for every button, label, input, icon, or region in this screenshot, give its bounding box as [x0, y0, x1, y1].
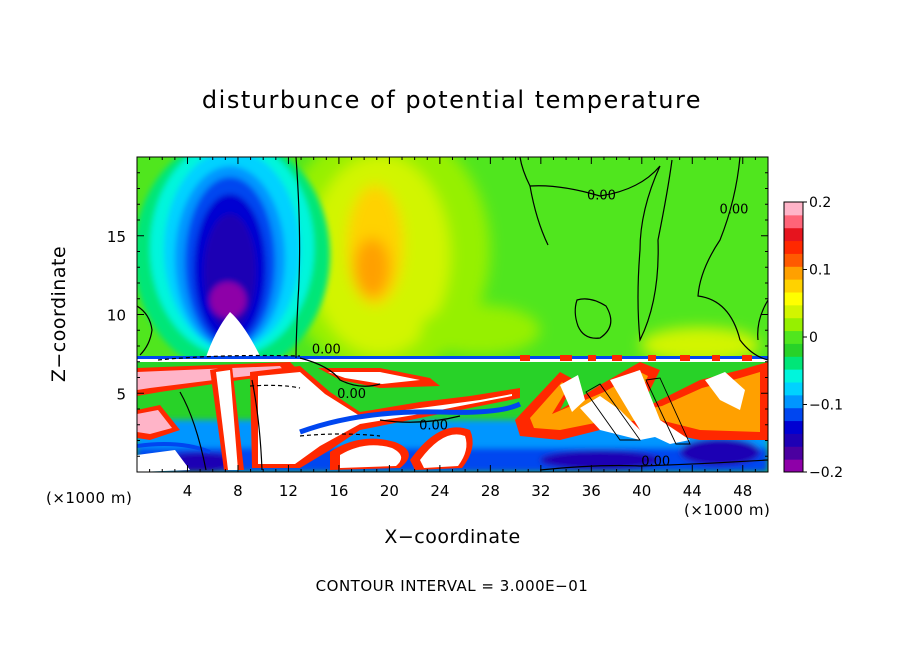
x-tick-label: 20: [380, 482, 399, 500]
colorbar-swatch: [784, 433, 803, 447]
x-unit-left: (×1000 m): [46, 489, 133, 507]
colorbar-swatch: [784, 317, 803, 332]
colorbar-swatch: [784, 202, 803, 216]
colorbar-tick-label: 0.1: [809, 263, 831, 279]
colorbar-tick-label: 0: [809, 330, 818, 346]
colorbar-swatch: [784, 446, 803, 460]
contour-label: 0.00: [337, 387, 366, 402]
x-tick-label: 24: [430, 482, 449, 500]
x-tick-label: 48: [733, 482, 752, 500]
contour-label: 0.00: [312, 343, 341, 358]
colorbar-tick-label: −0.2: [809, 465, 843, 481]
contour-label: 0.00: [719, 203, 748, 218]
colorbar-swatch: [784, 214, 803, 229]
colorbar-tick-label: 0.2: [809, 195, 831, 211]
contour-labels: 0.00 0.00 0.00 0.00 0.00 0.00: [312, 188, 749, 470]
y-tick-label: 5: [116, 385, 126, 403]
x-tick-label: 8: [233, 482, 243, 500]
x-tick-label: 4: [183, 482, 193, 500]
colorbar-swatch: [784, 369, 803, 383]
y-axis-label: Z−coordinate: [48, 245, 70, 383]
x-tick-label: 36: [582, 482, 601, 500]
colorbar-swatch: [784, 240, 803, 254]
colorbar: 0.2 0.1 0 −0.1 −0.2: [783, 195, 843, 481]
contour-interval-note: CONTOUR INTERVAL = 3.000E−01: [315, 577, 589, 595]
colorbar-swatch: [784, 356, 803, 370]
contour-label: 0.00: [419, 418, 448, 433]
y-tick-label: 15: [107, 228, 126, 246]
colorbar-swatch: [784, 420, 803, 434]
temperature-field: [137, 157, 768, 472]
x-tick-label: 16: [329, 482, 348, 500]
x-tick-label: 28: [481, 482, 500, 500]
colorbar-swatch: [784, 382, 803, 396]
colorbar-swatch: [784, 292, 803, 306]
colorbar-swatch: [784, 253, 803, 267]
colorbar-swatch: [784, 343, 803, 357]
chart-title: disturbunce of potential temperature: [201, 86, 703, 114]
x-axis-label: X−coordinate: [384, 526, 521, 548]
contour-label: 0.00: [587, 188, 616, 203]
colorbar-swatch: [784, 407, 803, 422]
colorbar-swatch: [784, 266, 803, 280]
colorbar-swatch: [784, 304, 803, 319]
colorbar-swatch: [784, 227, 803, 242]
colorbar-swatch: [784, 279, 803, 293]
colorbar-swatch: [784, 394, 803, 409]
y-tick-label: 10: [107, 307, 126, 325]
colorbar-swatch: [784, 459, 803, 473]
contour-label: 0.00: [641, 455, 670, 470]
x-tick-label: 32: [531, 482, 550, 500]
x-tick-label: 40: [632, 482, 651, 500]
x-tick-label: 44: [683, 482, 702, 500]
x-unit-right: (×1000 m): [684, 501, 771, 519]
x-tick-label: 12: [279, 482, 298, 500]
colorbar-tick-label: −0.1: [809, 398, 843, 414]
colorbar-swatch: [784, 330, 803, 344]
zero-contour-lines: [137, 157, 768, 471]
